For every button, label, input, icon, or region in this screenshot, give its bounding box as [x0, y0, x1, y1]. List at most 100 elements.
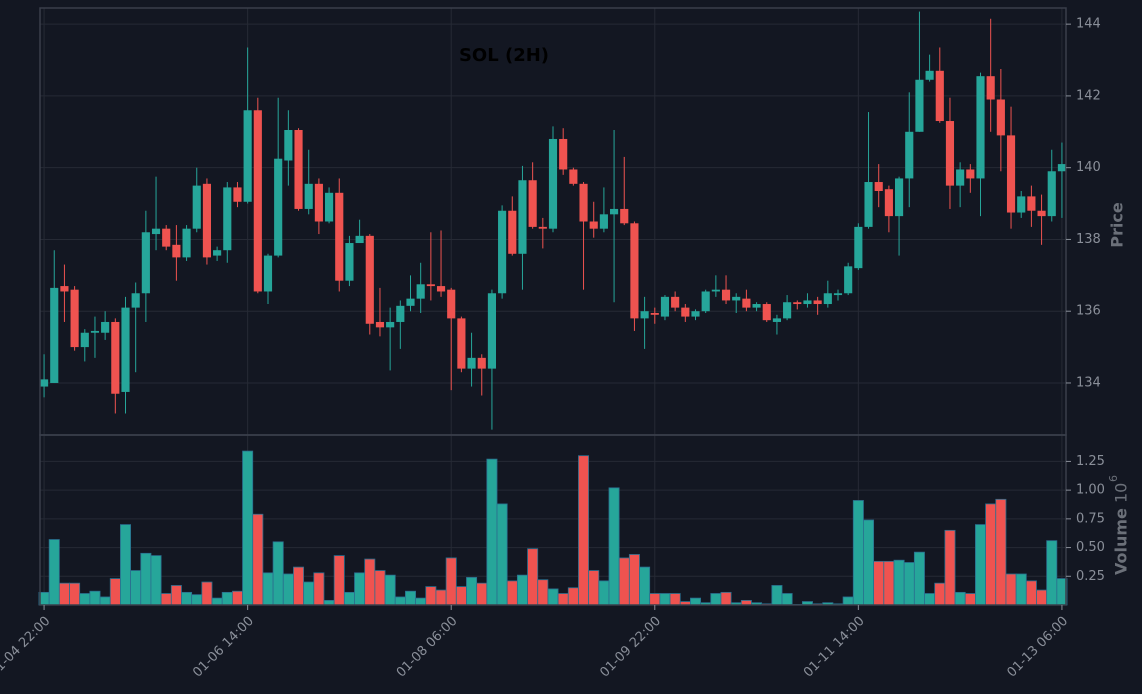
- candle-body: [40, 379, 49, 387]
- candle-body: [844, 266, 853, 294]
- candle-body: [243, 110, 252, 202]
- volume-bar: [588, 570, 600, 606]
- volume-bar: [628, 554, 640, 606]
- candle-body: [223, 187, 232, 251]
- candle-body: [335, 192, 344, 281]
- candle-body: [436, 286, 446, 292]
- candle-body: [691, 311, 700, 317]
- volume-bar: [913, 551, 925, 606]
- candle-body: [131, 293, 140, 308]
- volume-bar: [639, 566, 651, 606]
- candle-body: [762, 304, 771, 321]
- candle-body: [518, 180, 527, 254]
- candle-body: [182, 228, 191, 258]
- candle-body: [783, 302, 792, 319]
- volume-bar: [954, 591, 966, 606]
- volume-bar: [272, 541, 284, 606]
- candle-body: [905, 131, 914, 179]
- candle-body: [1037, 210, 1046, 217]
- volume-bar: [995, 498, 1007, 606]
- candle-body: [925, 70, 934, 80]
- volume-bar: [48, 539, 60, 606]
- volume-bar: [293, 566, 305, 606]
- volume-bar: [58, 582, 70, 606]
- volume-bar: [211, 597, 223, 606]
- volume-bar: [567, 587, 579, 606]
- candle-body: [732, 296, 741, 301]
- candle-body: [772, 318, 781, 322]
- volume-bar: [873, 560, 885, 606]
- volume-bar: [130, 570, 142, 606]
- volume-tick-label: 0.25: [1076, 569, 1105, 584]
- candle-body: [823, 293, 832, 305]
- candle-body: [915, 79, 924, 132]
- candle-body: [620, 208, 629, 224]
- candle-body: [345, 243, 354, 281]
- candle-body: [121, 307, 130, 392]
- volume-bar: [985, 503, 997, 606]
- volume-bar: [405, 590, 416, 606]
- volume-bar: [364, 558, 376, 606]
- candle-body: [355, 235, 364, 244]
- candle-body: [854, 226, 863, 269]
- candle-body: [559, 138, 568, 170]
- candle-body: [467, 357, 476, 369]
- volume-bar: [1046, 540, 1058, 606]
- volume-bar: [649, 593, 661, 606]
- volume-bar: [934, 582, 946, 606]
- volume-bar: [425, 586, 437, 606]
- candle-body: [1006, 135, 1016, 213]
- volume-bar: [669, 593, 681, 606]
- candle-body: [365, 235, 374, 324]
- candle-body: [966, 169, 975, 179]
- candle-body: [426, 284, 435, 287]
- volume-bar: [394, 596, 406, 606]
- candle-body: [935, 70, 944, 122]
- volume-bar: [109, 578, 121, 606]
- candle-body: [90, 330, 100, 333]
- candle-body: [650, 313, 659, 315]
- candle-body: [793, 302, 802, 305]
- candle-body: [325, 192, 334, 222]
- volume-bar: [231, 590, 243, 606]
- volume-bar: [557, 593, 569, 606]
- candle-body: [813, 300, 822, 305]
- volume-bar: [69, 582, 81, 606]
- candle-body: [589, 221, 598, 229]
- candle-body: [976, 76, 985, 179]
- candle-body: [640, 311, 649, 319]
- volume-bar: [527, 548, 539, 606]
- y-tick-label: 136: [1076, 304, 1101, 319]
- candle-body: [721, 289, 731, 301]
- volume-bar: [170, 585, 182, 606]
- candle-body: [711, 289, 720, 292]
- candle-body: [579, 183, 588, 222]
- candle-body: [396, 305, 405, 322]
- chart-title: SOL (2H): [459, 45, 549, 66]
- volume-tick-label: 0.50: [1076, 540, 1105, 555]
- candle-body: [304, 183, 313, 209]
- volume-bar: [343, 591, 355, 606]
- volume-bar: [547, 588, 559, 606]
- volume-label: Volume: [1112, 508, 1131, 575]
- candle-body: [151, 228, 161, 235]
- candle-body: [508, 210, 517, 254]
- candle-body: [274, 158, 283, 256]
- volume-bar: [659, 593, 671, 606]
- volume-bar: [781, 593, 793, 606]
- candle-body: [263, 255, 273, 292]
- volume-bar: [466, 577, 478, 606]
- volume-bar: [1005, 573, 1017, 606]
- volume-bar: [771, 585, 783, 606]
- y-tick-label: 144: [1076, 17, 1101, 32]
- volume-bar: [435, 589, 447, 606]
- volume-bar: [975, 524, 986, 606]
- candle-body: [895, 178, 904, 217]
- volume-panel-frame: [39, 434, 1067, 606]
- candle-body: [701, 291, 710, 312]
- candle-body: [742, 298, 751, 308]
- volume-bar: [1025, 580, 1037, 606]
- volume-bar: [893, 559, 905, 606]
- candle-body: [284, 130, 293, 161]
